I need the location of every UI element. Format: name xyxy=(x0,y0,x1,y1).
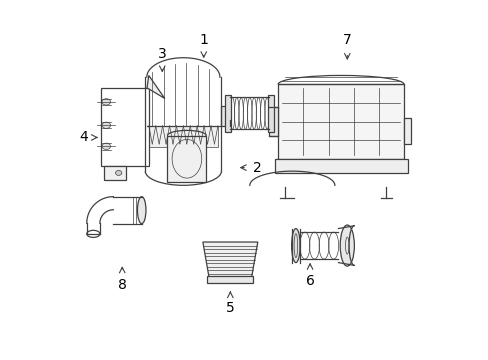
Bar xyxy=(104,166,125,180)
Text: 7: 7 xyxy=(342,33,351,59)
Ellipse shape xyxy=(102,122,110,129)
Text: 8: 8 xyxy=(118,267,126,292)
Bar xyxy=(278,84,403,159)
Text: 6: 6 xyxy=(305,264,314,288)
Ellipse shape xyxy=(115,170,122,175)
Bar xyxy=(101,88,148,166)
Bar xyxy=(274,159,407,173)
Bar xyxy=(267,95,273,132)
Polygon shape xyxy=(203,242,257,278)
Bar xyxy=(221,106,230,126)
Bar xyxy=(167,136,206,182)
Bar xyxy=(148,126,218,148)
Bar xyxy=(207,276,253,283)
Text: 3: 3 xyxy=(158,47,166,71)
Ellipse shape xyxy=(102,143,110,149)
Polygon shape xyxy=(147,76,164,99)
Ellipse shape xyxy=(137,197,145,224)
Ellipse shape xyxy=(291,229,300,262)
Ellipse shape xyxy=(293,234,297,257)
Bar xyxy=(224,95,231,132)
Bar xyxy=(403,118,410,144)
Bar xyxy=(269,107,278,136)
Ellipse shape xyxy=(102,99,110,105)
Text: 5: 5 xyxy=(225,292,234,315)
Text: 1: 1 xyxy=(199,33,208,57)
Ellipse shape xyxy=(340,225,354,266)
Text: 2: 2 xyxy=(240,161,261,175)
Text: 4: 4 xyxy=(79,130,97,144)
